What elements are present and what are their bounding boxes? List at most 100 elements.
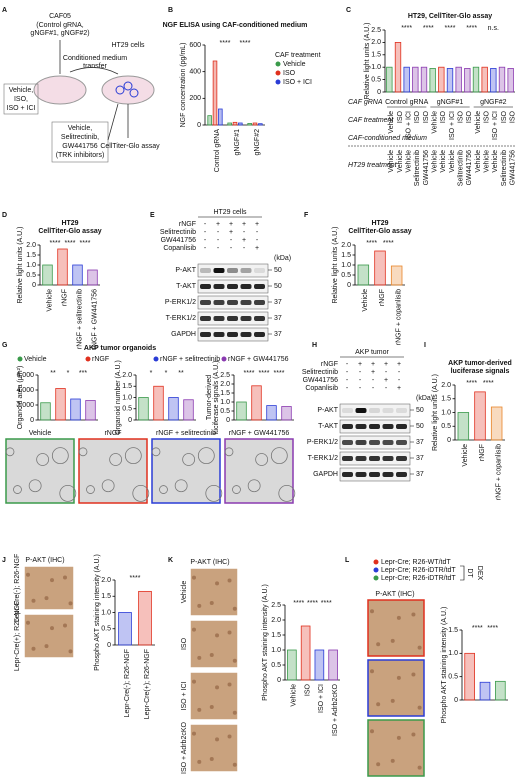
blot-band <box>396 440 407 445</box>
caf-grna: gNGF#1, gNGF#2) <box>30 30 89 37</box>
y-tick-label: 0.5 <box>371 76 381 83</box>
blot-band <box>240 316 252 321</box>
y-tick-label: 1.0 <box>441 409 451 416</box>
y-tick-label: 2,000 <box>16 402 34 409</box>
sign: + <box>229 221 233 228</box>
y-tick-label: 0.5 <box>341 272 351 279</box>
bar <box>446 68 454 93</box>
sign: - <box>243 245 246 252</box>
image-texture <box>376 762 381 767</box>
sign: - <box>256 229 259 236</box>
bar <box>236 401 247 421</box>
blot-band <box>382 408 394 413</box>
blot-band <box>369 456 380 461</box>
band-label: P-AKT <box>175 267 196 274</box>
ht29-treatment: Selitrectinib <box>458 150 465 186</box>
image-texture <box>197 707 202 712</box>
bar <box>394 42 402 93</box>
bar <box>212 60 218 126</box>
significance: **** <box>366 240 377 247</box>
blot-band <box>254 316 265 321</box>
image-texture <box>124 447 142 465</box>
sign: + <box>255 245 259 252</box>
blot-band <box>342 456 353 461</box>
image-texture <box>227 630 232 635</box>
legend-label: Vehicle <box>24 356 47 363</box>
y-axis-label: Organoid area (μm²) <box>17 366 24 430</box>
significance: **** <box>240 40 251 47</box>
chart-title: HT29 <box>371 220 388 227</box>
image-texture <box>13 485 22 494</box>
blot-band <box>240 300 252 305</box>
image-texture <box>59 484 77 502</box>
significance: **** <box>293 600 304 607</box>
image <box>5 438 75 504</box>
y-axis-label: Organoid number (A.U.) <box>115 360 122 435</box>
bar <box>118 612 132 646</box>
image-texture <box>44 596 49 601</box>
legend-swatch <box>373 575 379 581</box>
blot-band <box>396 456 407 461</box>
significance: * <box>150 370 153 377</box>
sign: - <box>204 221 207 228</box>
assay-label: CellTiter-Glo assay <box>100 143 160 150</box>
bar <box>168 397 179 421</box>
y-axis-label: luciferase signals (A.U.) <box>213 361 220 435</box>
bar <box>314 649 325 681</box>
y-tick-label: 1.0 <box>122 394 132 401</box>
kda-label: 37 <box>274 315 282 322</box>
treatment-box <box>51 121 109 163</box>
image <box>189 723 239 773</box>
caf-treatment: Vehicle <box>475 111 482 134</box>
treatment-label: Copanlisib <box>163 245 196 252</box>
panel-letter: D <box>2 212 7 219</box>
blot-band <box>396 424 407 429</box>
arrow <box>69 67 119 75</box>
image-texture <box>31 598 36 603</box>
image-texture <box>232 762 237 767</box>
x-tick-label: rNGF <box>379 289 386 306</box>
blot-band <box>200 316 211 321</box>
bar <box>183 399 194 421</box>
x-tick-label: rNGF <box>61 289 68 306</box>
image-texture <box>192 679 196 684</box>
image-texture <box>78 447 88 457</box>
sign: + <box>216 221 220 228</box>
sign: - <box>398 377 401 384</box>
row-header: CAF gRNA <box>348 99 383 106</box>
image-texture <box>396 675 401 680</box>
blot-band <box>254 284 265 289</box>
blot-band <box>227 300 238 305</box>
image-texture <box>224 447 234 457</box>
image-label: ISO + ICI <box>181 681 188 710</box>
chart-title: HT29 <box>61 220 78 227</box>
y-tick-label: 0 <box>32 282 36 289</box>
sign: - <box>204 237 207 244</box>
legend-swatch <box>373 559 379 565</box>
y-tick-label: 1.0 <box>220 399 230 406</box>
y-tick-label: 1.5 <box>122 383 132 390</box>
image-texture <box>417 705 422 710</box>
bar <box>457 412 470 441</box>
sign: - <box>359 385 362 392</box>
image-texture <box>209 601 214 606</box>
kda-label: 37 <box>416 439 424 446</box>
panel-letter: A <box>2 7 7 14</box>
bar <box>55 388 66 421</box>
bar <box>495 680 506 701</box>
sign: + <box>371 361 375 368</box>
image-label: ISO <box>181 637 188 650</box>
ht29-treatment: Vehicle, <box>68 125 93 132</box>
y-tick-label: 0.5 <box>448 674 458 681</box>
image-texture <box>174 479 188 493</box>
sign: + <box>358 361 362 368</box>
image-texture <box>227 682 232 687</box>
blot-band <box>213 268 225 273</box>
ht29-treatment: Vehicle <box>388 150 395 173</box>
image-texture <box>232 710 237 715</box>
bar <box>40 402 51 421</box>
bar <box>357 264 370 286</box>
caf-treatment: ISO + ICI <box>492 111 499 140</box>
ht29-treatment: Selitrectinib <box>414 150 421 186</box>
chart-title: AKP tumor-derived <box>448 360 512 367</box>
